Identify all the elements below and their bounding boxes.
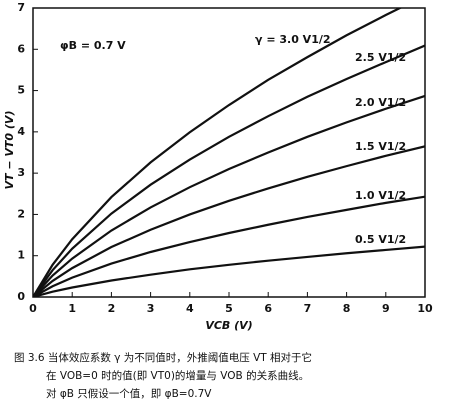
x-tick-label: 0 (29, 302, 37, 315)
curve-label: 1.5 V1/2 (355, 140, 406, 153)
curve-label: γ = 3.0 V1/2 (255, 33, 331, 46)
caption-line: 图 3.6 当体效应系数 γ 为不同值时，外推阈值电压 VT 相对于它 (14, 352, 313, 364)
y-tick-label: 3 (17, 166, 25, 179)
x-tick-label: 1 (68, 302, 76, 315)
y-tick-label: 1 (17, 249, 25, 262)
caption-line: 在 VOB=0 时的值(即 VT0)的增量与 VOB 的关系曲线。 (46, 370, 310, 382)
curve (33, 245, 425, 297)
y-tick-label: 2 (17, 207, 25, 220)
y-tick-label: 6 (17, 42, 25, 55)
curve-label: 1.0 V1/2 (355, 189, 406, 202)
x-tick-label: 10 (417, 302, 433, 315)
annotation: φB = 0.7 V (60, 39, 126, 52)
y-tick-label: 4 (17, 125, 25, 138)
y-tick-label: 0 (17, 290, 25, 303)
x-axis-label: VCB (V) (205, 319, 252, 332)
curve (33, 94, 425, 297)
x-tick-label: 5 (225, 302, 233, 315)
curve (33, 145, 425, 297)
y-axis-label: VT − VT0 (V) (3, 111, 16, 190)
x-tick-label: 9 (382, 302, 390, 315)
x-tick-label: 6 (264, 302, 272, 315)
curve-label: 2.5 V1/2 (355, 51, 406, 64)
curve (33, 44, 425, 297)
curve (33, 195, 425, 297)
curve (33, 8, 403, 297)
chart: φB = 0.7 V VCB (V) VT − VT0 (V) 0 1 2 3 4 5 6 7… (3, 1, 433, 332)
x-tick-label: 8 (343, 302, 351, 315)
x-tick-label: 2 (108, 302, 116, 315)
x-tick-label: 4 (186, 302, 194, 315)
curve-label: 2.0 V1/2 (355, 96, 406, 109)
curve-label: 0.5 V1/2 (355, 233, 406, 246)
x-tick-label: 7 (304, 302, 312, 315)
y-tick-label: 5 (17, 84, 25, 97)
y-tick-label: 7 (17, 1, 25, 14)
caption-line: 对 φB 只假设一个值，即 φB=0.7V (46, 388, 212, 400)
x-tick-label: 3 (147, 302, 155, 315)
